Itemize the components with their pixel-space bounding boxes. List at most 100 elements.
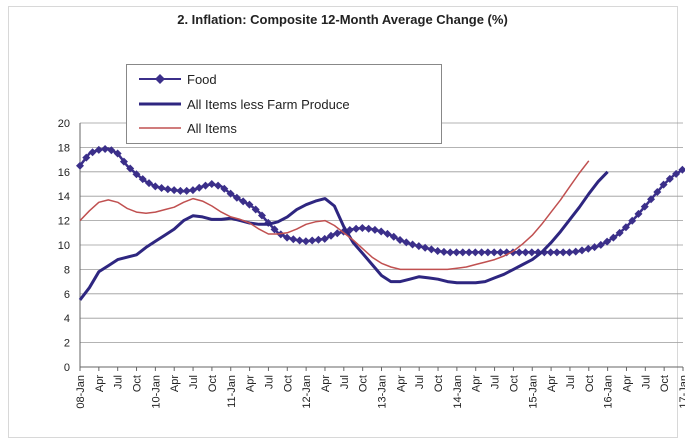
- x-tick-label: Apr: [94, 375, 106, 392]
- x-tick-label: 10-Jan: [150, 375, 162, 409]
- series-line-all-items-less-farm-produce: [78, 170, 609, 301]
- data-point-food: [640, 202, 649, 211]
- data-point-food: [239, 197, 248, 206]
- y-tick-label: 20: [58, 118, 70, 130]
- x-tick-label: Oct: [433, 375, 445, 392]
- data-point-food: [257, 211, 266, 220]
- data-point-food: [358, 223, 367, 232]
- data-point-food: [672, 169, 681, 178]
- x-tick-label: Oct: [659, 375, 671, 392]
- legend-label-all-items-less-farm-produce: All Items less Farm Produce: [187, 96, 350, 112]
- data-point-food: [76, 161, 84, 170]
- data-point-food: [245, 200, 254, 209]
- x-tick-label: Jul: [263, 375, 275, 389]
- data-point-food: [659, 180, 668, 189]
- data-point-food: [326, 231, 335, 240]
- data-point-food: [678, 165, 685, 174]
- x-tick-label: Jul: [565, 375, 577, 389]
- legend-item-food: Food: [137, 69, 217, 89]
- data-point-food: [603, 237, 612, 246]
- data-point-food: [483, 248, 492, 257]
- data-point-food: [364, 224, 373, 233]
- x-tick-label: Apr: [245, 375, 257, 392]
- data-point-food: [270, 225, 279, 234]
- data-point-food: [458, 248, 467, 257]
- data-point-food: [427, 245, 436, 254]
- legend-swatch-all-items: [139, 127, 181, 129]
- data-point-food: [170, 186, 179, 195]
- data-point-food: [408, 240, 417, 249]
- y-tick-label: 2: [64, 338, 70, 350]
- y-tick-label: 18: [58, 142, 70, 154]
- data-point-food: [465, 248, 474, 257]
- data-point-food: [383, 229, 392, 238]
- chart-title: 2. Inflation: Composite 12-Month Average…: [177, 12, 508, 27]
- data-point-food: [295, 236, 304, 245]
- x-tick-label: Oct: [132, 375, 144, 392]
- y-tick-label: 10: [58, 240, 70, 252]
- data-point-food: [628, 216, 637, 225]
- x-tick-label: Apr: [395, 375, 407, 392]
- data-point-food: [201, 181, 210, 190]
- data-point-food: [552, 248, 561, 257]
- data-point-food: [283, 233, 292, 242]
- data-point-food: [226, 189, 235, 198]
- data-point-food: [145, 179, 154, 188]
- data-point-food: [94, 145, 103, 154]
- data-point-food: [653, 187, 662, 196]
- data-point-food: [665, 174, 674, 183]
- legend: Food All Items less Farm Produce All Ite…: [126, 64, 442, 144]
- legend-item-all-items-less-farm-produce: All Items less Farm Produce: [137, 94, 350, 114]
- x-tick-label: 11-Jan: [226, 375, 238, 408]
- data-point-food: [151, 182, 160, 191]
- data-point-food: [289, 235, 298, 244]
- x-tick-label: Oct: [358, 375, 370, 392]
- legend-label-all-items: All Items: [187, 120, 237, 136]
- x-tick-label: Apr: [320, 375, 332, 392]
- x-tick-label: 12-Jan: [301, 375, 313, 409]
- x-tick-label: 14-Jan: [452, 375, 464, 409]
- data-point-food: [101, 145, 110, 154]
- data-point-food: [634, 209, 643, 218]
- data-point-food: [370, 225, 379, 234]
- data-point-food: [596, 240, 605, 249]
- data-point-food: [590, 243, 599, 252]
- data-point-food: [471, 248, 480, 257]
- data-point-food: [176, 186, 185, 195]
- data-point-food: [647, 195, 656, 204]
- data-point-food: [621, 223, 630, 232]
- data-point-food: [446, 248, 455, 257]
- data-point-food: [352, 224, 361, 233]
- x-tick-label: Apr: [471, 375, 483, 392]
- data-point-food: [126, 164, 135, 173]
- data-point-food: [82, 153, 91, 162]
- x-tick-label: Apr: [546, 375, 558, 392]
- data-point-food: [389, 232, 398, 241]
- y-tick-label: 0: [64, 362, 70, 374]
- data-point-food: [546, 248, 555, 257]
- data-point-food: [214, 181, 223, 190]
- data-point-food: [521, 248, 530, 257]
- data-point-food: [88, 148, 97, 157]
- legend-swatch-all-items-less-farm-produce: [139, 102, 181, 106]
- data-point-food: [195, 183, 204, 192]
- x-tick-label: Oct: [584, 375, 596, 392]
- x-tick-label: Oct: [508, 375, 520, 392]
- data-point-food: [220, 184, 229, 193]
- data-point-food: [251, 205, 260, 214]
- x-tick-label: Jul: [490, 375, 502, 389]
- y-tick-label: 6: [64, 289, 70, 301]
- data-point-food: [571, 247, 580, 256]
- data-point-food: [320, 234, 329, 243]
- data-point-food: [188, 186, 197, 195]
- data-point-food: [377, 227, 386, 236]
- data-point-food: [301, 237, 310, 246]
- x-tick-label: Jul: [414, 375, 426, 389]
- y-tick-label: 4: [64, 313, 70, 325]
- data-point-food: [414, 242, 423, 251]
- series-line-food: [79, 147, 684, 254]
- data-point-food: [402, 238, 411, 247]
- data-point-food: [496, 248, 505, 257]
- x-tick-label: Oct: [282, 375, 294, 392]
- x-tick-label: 13-Jan: [377, 375, 389, 409]
